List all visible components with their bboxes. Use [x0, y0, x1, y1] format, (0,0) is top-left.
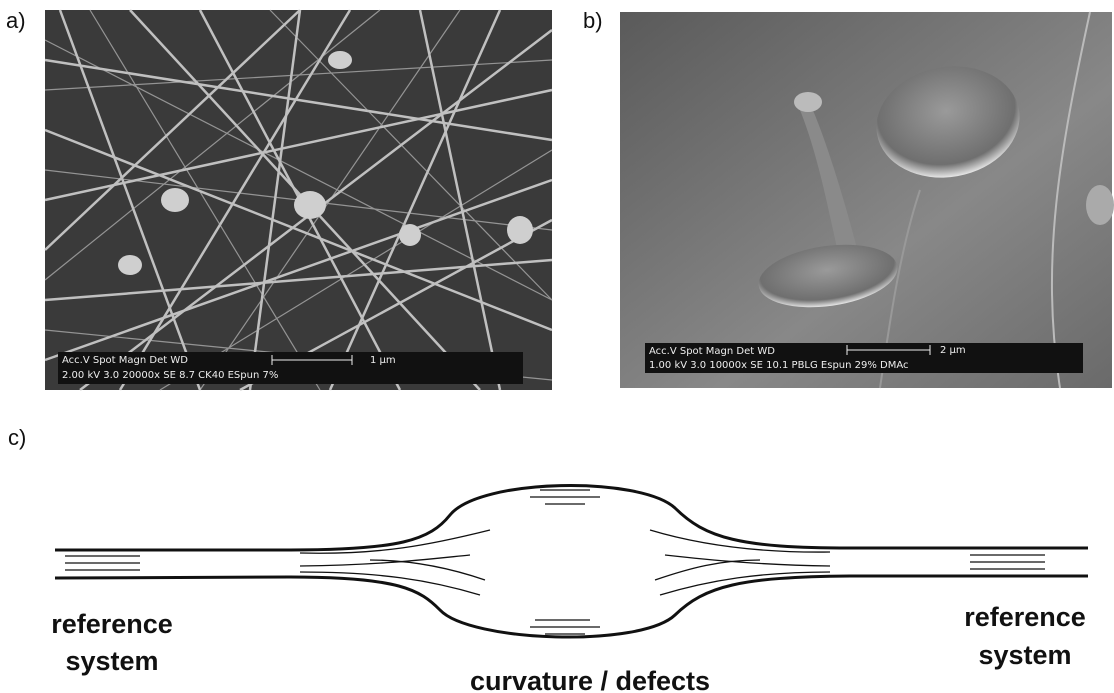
- sem-info-header: Acc.V Spot Magn Det WD: [62, 355, 188, 366]
- right-label: reference: [964, 602, 1086, 632]
- sem-info: 2.00 kV 3.0 20000x SE 8.7 CK40 ESpun 7%: [62, 370, 278, 381]
- panel-label: a): [6, 8, 26, 33]
- sem-info: 1.00 kV 3.0 10000x SE 10.1 PBLG Espun 29…: [649, 360, 909, 371]
- fiber-diagram: [55, 486, 1088, 638]
- page: {"panels": [ {"label": "a)", "info_heade…: [0, 0, 1114, 693]
- sem-info-header: Acc.V Spot Magn Det WD: [649, 346, 775, 357]
- scale-label: 1 µm: [370, 355, 396, 366]
- sem-image-b: Acc.V Spot Magn Det WD 2 µm 1.00 kV 3.0 …: [620, 12, 1114, 388]
- figure: a) Acc.V Spot Magn Det WD 1 µm 2.00 kV 3…: [0, 0, 1114, 693]
- left-label: reference: [51, 609, 173, 639]
- left-label: system: [65, 646, 158, 676]
- panel-label: b): [583, 8, 603, 33]
- right-label: system: [978, 640, 1071, 670]
- sem-image-a: Acc.V Spot Magn Det WD 1 µm 2.00 kV 3.0 …: [45, 10, 552, 390]
- center-label: curvature / defects: [470, 666, 710, 693]
- panel-label: c): [8, 425, 26, 450]
- scale-label: 2 µm: [940, 345, 966, 356]
